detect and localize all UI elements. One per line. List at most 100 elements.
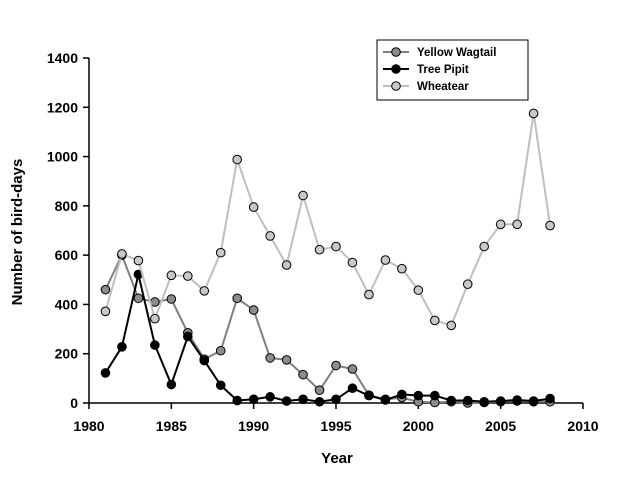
legend-item-tree-pipit: Tree Pipit — [383, 64, 469, 76]
data-point-wheatear — [281, 260, 292, 270]
data-point-tree-pipit — [479, 396, 490, 407]
data-point-tree-pipit — [430, 390, 440, 401]
y-tick-label: 600 — [55, 247, 79, 263]
data-point-wheatear — [215, 247, 226, 258]
data-point-yellow-wagtail — [215, 345, 226, 356]
data-point-yellow-wagtail — [331, 360, 341, 371]
data-point-tree-pipit — [117, 342, 127, 352]
series-wheatear — [100, 108, 555, 331]
data-point-tree-pipit — [281, 396, 292, 406]
data-point-tree-pipit — [166, 379, 177, 390]
x-tick-label: 1995 — [320, 418, 351, 434]
legend-label: Yellow Wagtail — [417, 47, 496, 59]
data-point-wheatear — [446, 320, 457, 331]
y-tick-label: 1400 — [47, 50, 78, 66]
data-point-wheatear — [199, 286, 210, 296]
data-point-yellow-wagtail — [232, 293, 242, 304]
series-line-tree-pipit — [104, 274, 551, 403]
axes: 0 200 400 600 800 1000 1200 1400 1980 1985 1990 199… — [47, 50, 599, 434]
data-point-tree-pipit — [100, 368, 111, 378]
x-axis-title: Year — [321, 450, 353, 467]
data-point-wheatear — [183, 271, 193, 281]
legend-marker — [391, 47, 401, 57]
data-point-tree-pipit — [347, 383, 358, 394]
x-tick-label: 2005 — [485, 418, 516, 434]
series-line-wheatear — [104, 113, 552, 327]
y-tick-label: 1200 — [47, 99, 78, 115]
data-point-tree-pipit — [364, 390, 374, 401]
y-tick-label: 200 — [55, 346, 79, 362]
data-point-tree-pipit — [215, 380, 226, 391]
data-point-wheatear — [100, 306, 111, 317]
data-point-wheatear — [265, 231, 275, 241]
data-point-wheatear — [380, 255, 391, 265]
data-point-tree-pipit — [380, 395, 391, 405]
series-line-yellow-wagtail — [104, 252, 551, 405]
data-point-wheatear — [397, 263, 407, 274]
data-point-wheatear — [150, 313, 160, 324]
data-point-tree-pipit — [298, 394, 308, 405]
data-point-wheatear — [528, 108, 539, 119]
y-tick-label: 800 — [55, 198, 79, 214]
data-point-tree-pipit — [528, 396, 539, 406]
legend-label: Tree Pipit — [417, 64, 469, 76]
data-point-tree-pipit — [446, 395, 457, 406]
data-point-wheatear — [413, 285, 424, 295]
data-point-yellow-wagtail — [298, 369, 308, 380]
data-point-wheatear — [479, 241, 490, 252]
y-axis-title: Number of bird-days — [9, 159, 26, 306]
x-tick-label: 2010 — [567, 418, 598, 434]
data-point-wheatear — [117, 249, 127, 259]
data-point-yellow-wagtail — [100, 284, 111, 295]
legend-label: Wheatear — [417, 81, 469, 93]
data-point-wheatear — [364, 289, 374, 300]
data-point-yellow-wagtail — [265, 353, 275, 363]
data-point-tree-pipit — [397, 389, 407, 400]
data-point-tree-pipit — [248, 394, 259, 405]
data-point-wheatear — [545, 220, 555, 231]
data-point-tree-pipit — [265, 392, 275, 402]
data-point-wheatear — [462, 279, 473, 290]
data-point-tree-pipit — [413, 390, 424, 401]
data-point-wheatear — [347, 257, 358, 268]
data-point-tree-pipit — [314, 396, 325, 407]
legend-marker — [391, 81, 401, 91]
data-point-tree-pipit — [199, 355, 210, 366]
y-tick-label: 0 — [70, 395, 78, 411]
series-layer — [100, 108, 555, 408]
data-point-wheatear — [232, 154, 242, 165]
data-point-yellow-wagtail — [166, 294, 177, 304]
data-point-wheatear — [166, 270, 177, 281]
x-tick-label: 2000 — [403, 418, 434, 434]
data-point-tree-pipit — [331, 394, 341, 405]
data-point-tree-pipit — [545, 393, 555, 404]
data-point-tree-pipit — [495, 396, 506, 406]
data-point-wheatear — [331, 241, 341, 252]
data-point-wheatear — [512, 219, 522, 230]
data-point-wheatear — [495, 219, 506, 230]
x-tick-label: 1980 — [73, 418, 104, 434]
data-point-tree-pipit — [150, 340, 160, 350]
x-tick-label: 1985 — [156, 418, 187, 434]
legend: Yellow Wagtail Tree Pipit Wheatear — [376, 39, 529, 101]
legend-marker — [391, 64, 401, 74]
legend-item-yellow-wagtail: Yellow Wagtail — [383, 47, 496, 59]
data-point-tree-pipit — [462, 395, 473, 406]
x-tick-label: 1990 — [238, 418, 269, 434]
data-point-wheatear — [133, 255, 144, 266]
y-tick-label: 400 — [55, 296, 79, 312]
series-tree-pipit — [100, 269, 555, 407]
data-point-wheatear — [248, 202, 259, 212]
data-point-yellow-wagtail — [133, 293, 144, 304]
data-point-wheatear — [298, 190, 308, 201]
data-point-yellow-wagtail — [281, 355, 292, 365]
legend-item-wheatear: Wheatear — [383, 81, 469, 93]
data-point-tree-pipit — [512, 395, 522, 405]
data-point-wheatear — [314, 244, 325, 255]
data-point-wheatear — [430, 315, 440, 326]
data-point-tree-pipit — [183, 331, 193, 342]
data-point-tree-pipit — [232, 395, 242, 406]
data-point-yellow-wagtail — [314, 385, 325, 395]
